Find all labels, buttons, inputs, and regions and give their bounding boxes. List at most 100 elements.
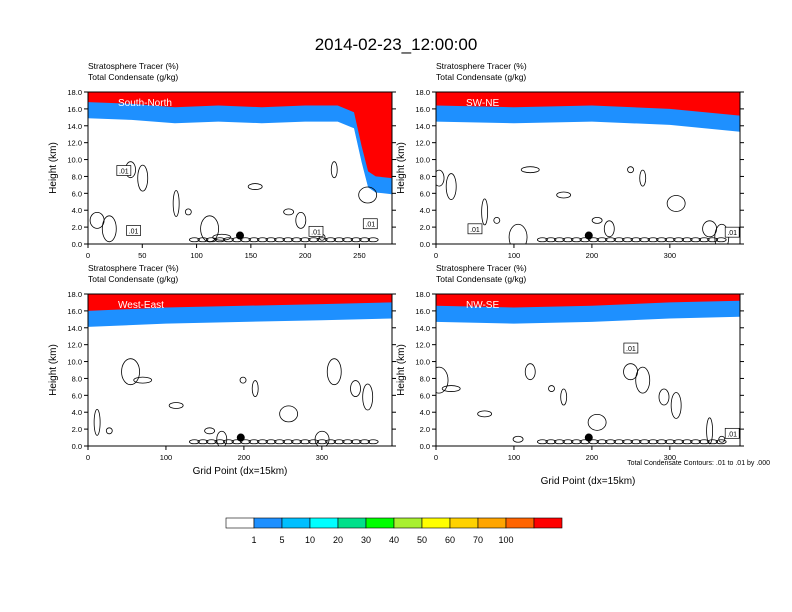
- boundary-contour: [554, 439, 565, 445]
- condensate-contour: [627, 166, 634, 174]
- boundary-contour: [630, 237, 642, 243]
- colorbar-swatch: [505, 517, 535, 529]
- boundary-contour: [197, 439, 209, 445]
- contour-label-box: [126, 225, 141, 236]
- y-tick-label: 18.0: [67, 290, 82, 299]
- x-tick-label: 100: [190, 251, 203, 260]
- condensate-contour: [477, 410, 493, 418]
- boundary-contour: [605, 439, 616, 445]
- colorbar: 1 5 10 20 30 40 50 60 70 100: [225, 517, 563, 545]
- boundary-contour: [613, 439, 625, 445]
- boundary-contour: [350, 237, 362, 243]
- condensate-contour: [93, 408, 101, 436]
- boundary-contour: [274, 439, 285, 445]
- boundary-contour: [308, 439, 319, 445]
- contour-label-box: [467, 223, 483, 235]
- condensate-contour: [314, 430, 330, 446]
- boundary-contour: [367, 237, 379, 243]
- location-marker: [236, 433, 245, 442]
- condensate-contour: [635, 366, 651, 394]
- y-tick-label: 2.0: [72, 425, 82, 434]
- condensate-contour: [512, 435, 524, 443]
- colorbar-label: 100: [498, 535, 513, 545]
- contour-label-box: [116, 165, 132, 176]
- condensate-contour: [137, 164, 149, 192]
- boundary-contour: [698, 237, 710, 243]
- boundary-contour: [223, 237, 234, 243]
- condensate-contour: [247, 183, 263, 190]
- panel-subtitle-tracer: Stratosphere Tracer (%): [436, 263, 527, 273]
- boundary-contour: [681, 237, 693, 243]
- panel-frame: [87, 293, 393, 447]
- condensate-contour: [524, 363, 536, 381]
- boundary-contour: [240, 237, 251, 243]
- boundary-contour: [333, 439, 345, 445]
- colorbar-label: 5: [279, 535, 284, 545]
- y-tick-label: 12.0: [67, 139, 82, 148]
- boundary-contour: [537, 439, 548, 445]
- y-tick-label: 14.0: [67, 324, 82, 333]
- condensate-contour: [520, 166, 540, 174]
- panel-fill: .01 .01 .01 .01: [88, 92, 392, 244]
- x-axis-label: Grid Point (dx=15km): [541, 476, 636, 487]
- y-tick-label: 14.0: [415, 122, 430, 131]
- condensate-contour: [441, 385, 461, 392]
- boundary-contour: [206, 439, 217, 445]
- colorbar-label: 50: [417, 535, 427, 545]
- boundary-contour: [715, 439, 727, 445]
- boundary-contour: [707, 237, 719, 243]
- panel-fill: [88, 294, 392, 446]
- boundary-contour: [647, 439, 659, 445]
- boundary-contour: [257, 237, 268, 243]
- x-tick-label: 0: [434, 251, 438, 260]
- panel-label: SW-NE: [466, 98, 499, 109]
- condensate-contour: [168, 402, 184, 409]
- boundary-contour: [291, 237, 302, 243]
- colorbar-swatch: [533, 517, 563, 529]
- boundary-contour: [605, 237, 616, 243]
- boundary-contour: [656, 237, 667, 243]
- colorbar-swatch: [337, 517, 367, 529]
- boundary-contour: [613, 237, 625, 243]
- colorbar-swatch: [421, 517, 451, 529]
- boundary-contour: [681, 439, 693, 445]
- x-tick-label: 300: [664, 251, 677, 260]
- x-tick-label: 150: [245, 251, 258, 260]
- y-tick-label: 18.0: [415, 88, 430, 97]
- panel-fill: .01 .01: [436, 92, 740, 244]
- x-axis-label: Grid Point (dx=15km): [193, 466, 288, 477]
- tracer-core: [436, 92, 740, 116]
- tracer-band-0: [88, 92, 392, 195]
- y-tick-label: 8.0: [72, 374, 82, 383]
- boundary-contour: [554, 237, 565, 243]
- colorbar-swatch: [225, 517, 255, 529]
- x-tick-label: 200: [238, 453, 251, 462]
- condensate-contour: [204, 427, 216, 435]
- contour-label-box: [362, 218, 378, 230]
- boundary-contour: [690, 237, 702, 243]
- boundary-contour: [664, 439, 676, 445]
- boundary-contour: [248, 237, 260, 243]
- boundary-contour: [342, 237, 354, 243]
- boundary-contour: [562, 237, 574, 243]
- boundary-contour: [698, 439, 710, 445]
- boundary-contour: [545, 237, 557, 243]
- condensate-contour: [436, 366, 449, 394]
- panel-label: West-East: [118, 300, 164, 311]
- boundary-contour: [274, 237, 285, 243]
- contour-label: .01: [365, 222, 375, 229]
- colorbar-swatch: [281, 517, 311, 529]
- condensate-contour: [326, 358, 342, 386]
- x-tick-label: 200: [586, 251, 599, 260]
- panel-subtitle-condensate: Total Condensate (g/kg): [88, 274, 178, 284]
- panel-south-north: Stratosphere Tracer (%)Total Condensate …: [48, 61, 396, 260]
- y-tick-label: 18.0: [67, 88, 82, 97]
- boundary-contour: [214, 237, 226, 243]
- condensate-contours: [89, 161, 379, 243]
- panel-subtitle-condensate: Total Condensate (g/kg): [436, 274, 526, 284]
- colorbar-label: 70: [473, 535, 483, 545]
- panel-frame: [435, 91, 741, 245]
- y-tick-label: 10.0: [415, 156, 430, 165]
- tracer-core: [436, 294, 740, 308]
- boundary-contour: [359, 237, 371, 243]
